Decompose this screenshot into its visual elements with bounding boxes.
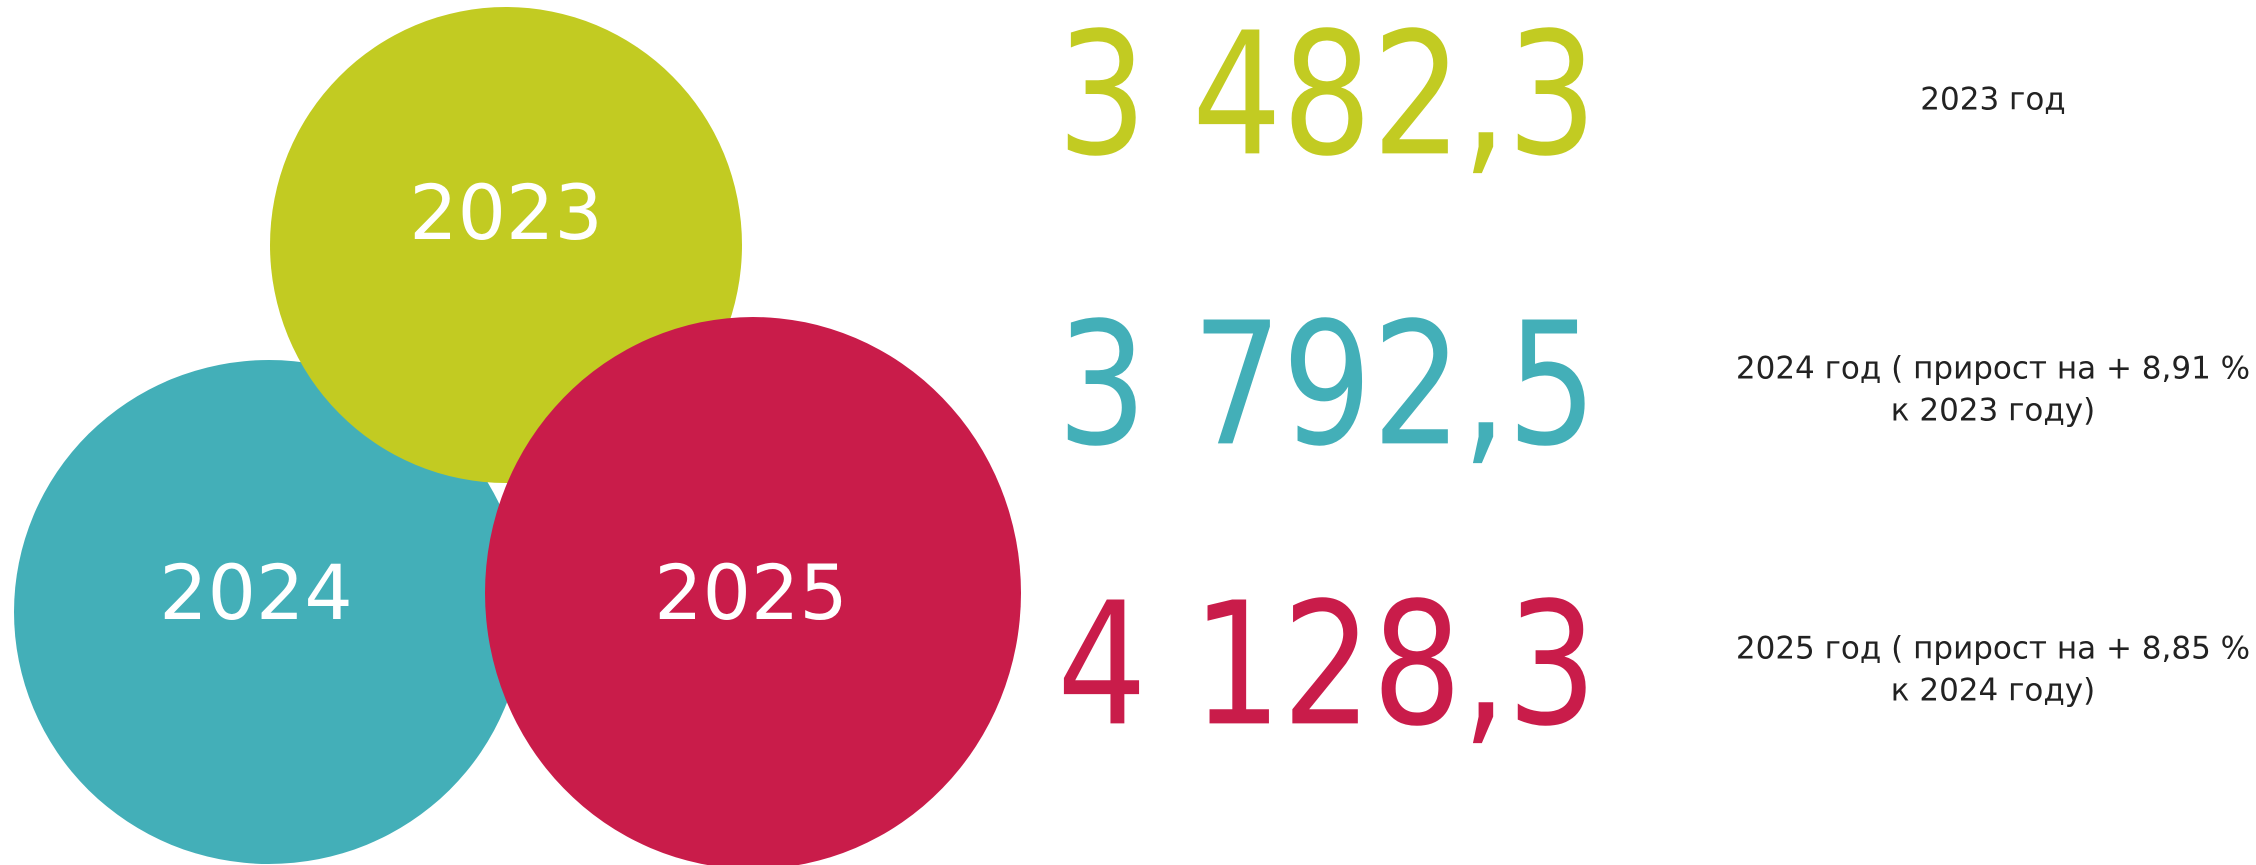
year-circle [485,317,1021,865]
caption: к 2024 году) [1891,673,2095,709]
year-circle [14,360,524,864]
caption: 2024 год ( прирост на + 8,91 % [1736,351,2250,387]
caption: 2025 год ( прирост на + 8,85 % [1736,631,2250,667]
caption: 2023 год [1920,82,2065,118]
year-label: 2025 [654,548,847,637]
value-number: 3 792,5 [1057,286,1597,484]
value-number: 3 482,3 [1057,0,1597,194]
year-label: 2024 [159,548,352,637]
caption: к 2023 году) [1891,393,2095,429]
value-number: 4 128,3 [1057,566,1597,764]
year-label: 2023 [409,168,602,257]
